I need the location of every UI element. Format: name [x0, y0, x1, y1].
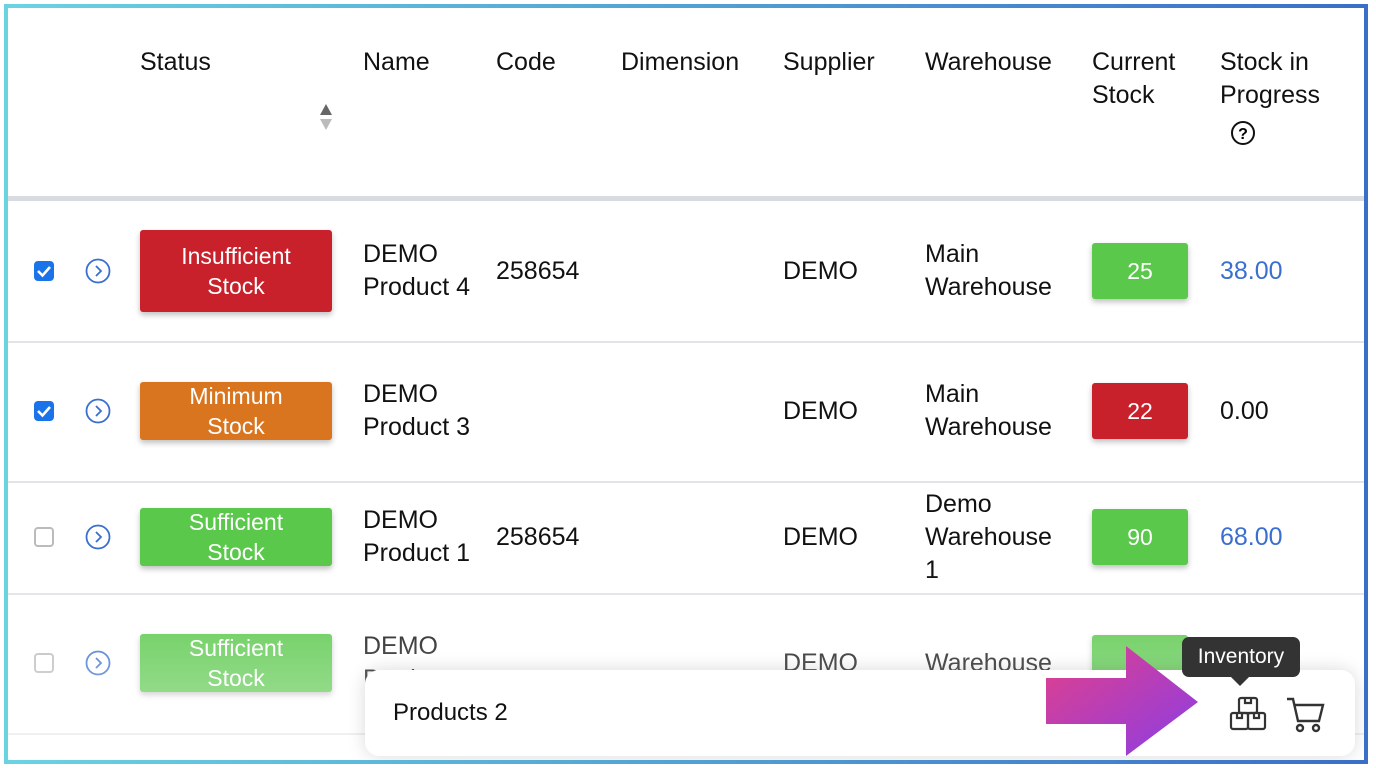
stock-badge: 22 [1092, 383, 1188, 439]
row-checkbox[interactable] [34, 401, 54, 421]
column-header[interactable]: Status [140, 48, 211, 76]
svg-text:?: ? [1238, 126, 1248, 143]
inventory-icon[interactable] [1228, 694, 1270, 734]
pointer-arrow [1046, 646, 1198, 756]
supplier: DEMO [783, 523, 858, 551]
column-header: Supplier [783, 48, 875, 76]
tooltip: Inventory [1182, 637, 1300, 677]
column-header: Name [363, 48, 430, 76]
sort-icon[interactable] [318, 102, 334, 132]
row-divider [8, 481, 1364, 483]
supplier: DEMO [783, 257, 858, 285]
column-header: Warehouse [925, 48, 1052, 76]
row-checkbox[interactable] [34, 527, 54, 547]
supplier: DEMO [783, 397, 858, 425]
stock-in-progress[interactable]: 38.00 [1220, 257, 1283, 285]
footer-label: Products 2 [393, 699, 508, 726]
warehouse: Main Warehouse [925, 240, 1052, 301]
product-code: 258654 [496, 523, 580, 551]
stock-badge: 90 [1092, 509, 1188, 565]
tooltip-pointer [1230, 676, 1250, 686]
footer-bar: Products 2 [365, 670, 1355, 756]
column-header: Stock in Progress [1220, 48, 1321, 109]
expand-button[interactable] [85, 258, 111, 284]
row-checkbox[interactable] [34, 261, 54, 281]
column-header: Current Stock [1092, 48, 1176, 109]
product-name: DEMO Product 3 [363, 380, 471, 441]
warehouse: Demo Warehouse 1 [925, 489, 1052, 584]
stock-in-progress[interactable]: 68.00 [1220, 523, 1283, 551]
product-name: DEMO Product 4 [363, 240, 471, 301]
table-frame: ? Insufficient Stock DEMO Product 4 258654… [4, 4, 1368, 764]
expand-button[interactable] [85, 398, 111, 424]
column-header: Code [496, 48, 556, 76]
cart-icon[interactable] [1285, 694, 1327, 734]
help-icon[interactable]: ? [1230, 120, 1256, 146]
product-code: 258654 [496, 257, 580, 285]
stock-badge: 25 [1092, 243, 1188, 299]
header-divider [8, 196, 1364, 201]
product-name: DEMO Product 1 [363, 506, 471, 567]
row-divider [8, 341, 1364, 343]
stock-in-progress: 0.00 [1220, 397, 1269, 425]
status-badge: Sufficient Stock [140, 508, 332, 566]
status-badge: Minimum Stock [140, 382, 332, 440]
status-badge: Insufficient Stock [140, 230, 332, 312]
expand-button[interactable] [85, 524, 111, 550]
warehouse: Main Warehouse [925, 380, 1052, 441]
column-header: Dimension [621, 48, 740, 76]
